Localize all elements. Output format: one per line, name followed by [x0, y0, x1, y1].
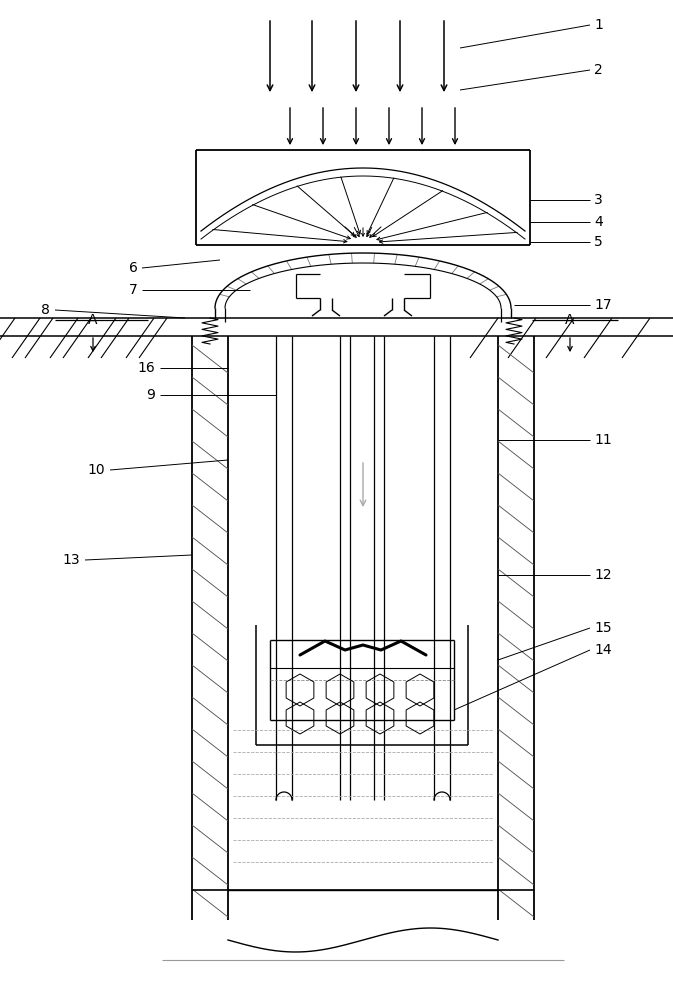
- Text: 11: 11: [594, 433, 612, 447]
- Text: 2: 2: [594, 63, 603, 77]
- Text: 12: 12: [594, 568, 612, 582]
- Text: 8: 8: [41, 303, 50, 317]
- Text: 3: 3: [594, 193, 603, 207]
- Text: A: A: [88, 313, 98, 327]
- Text: 16: 16: [137, 361, 155, 375]
- Text: A: A: [565, 313, 575, 327]
- Text: 6: 6: [129, 261, 138, 275]
- Text: 9: 9: [146, 388, 155, 402]
- Text: 4: 4: [594, 215, 603, 229]
- Text: 14: 14: [594, 643, 612, 657]
- Text: 7: 7: [129, 283, 138, 297]
- Text: 1: 1: [594, 18, 603, 32]
- Text: 5: 5: [594, 235, 603, 249]
- Text: 17: 17: [594, 298, 612, 312]
- Text: 13: 13: [63, 553, 80, 567]
- Text: 10: 10: [87, 463, 105, 477]
- Text: 15: 15: [594, 621, 612, 635]
